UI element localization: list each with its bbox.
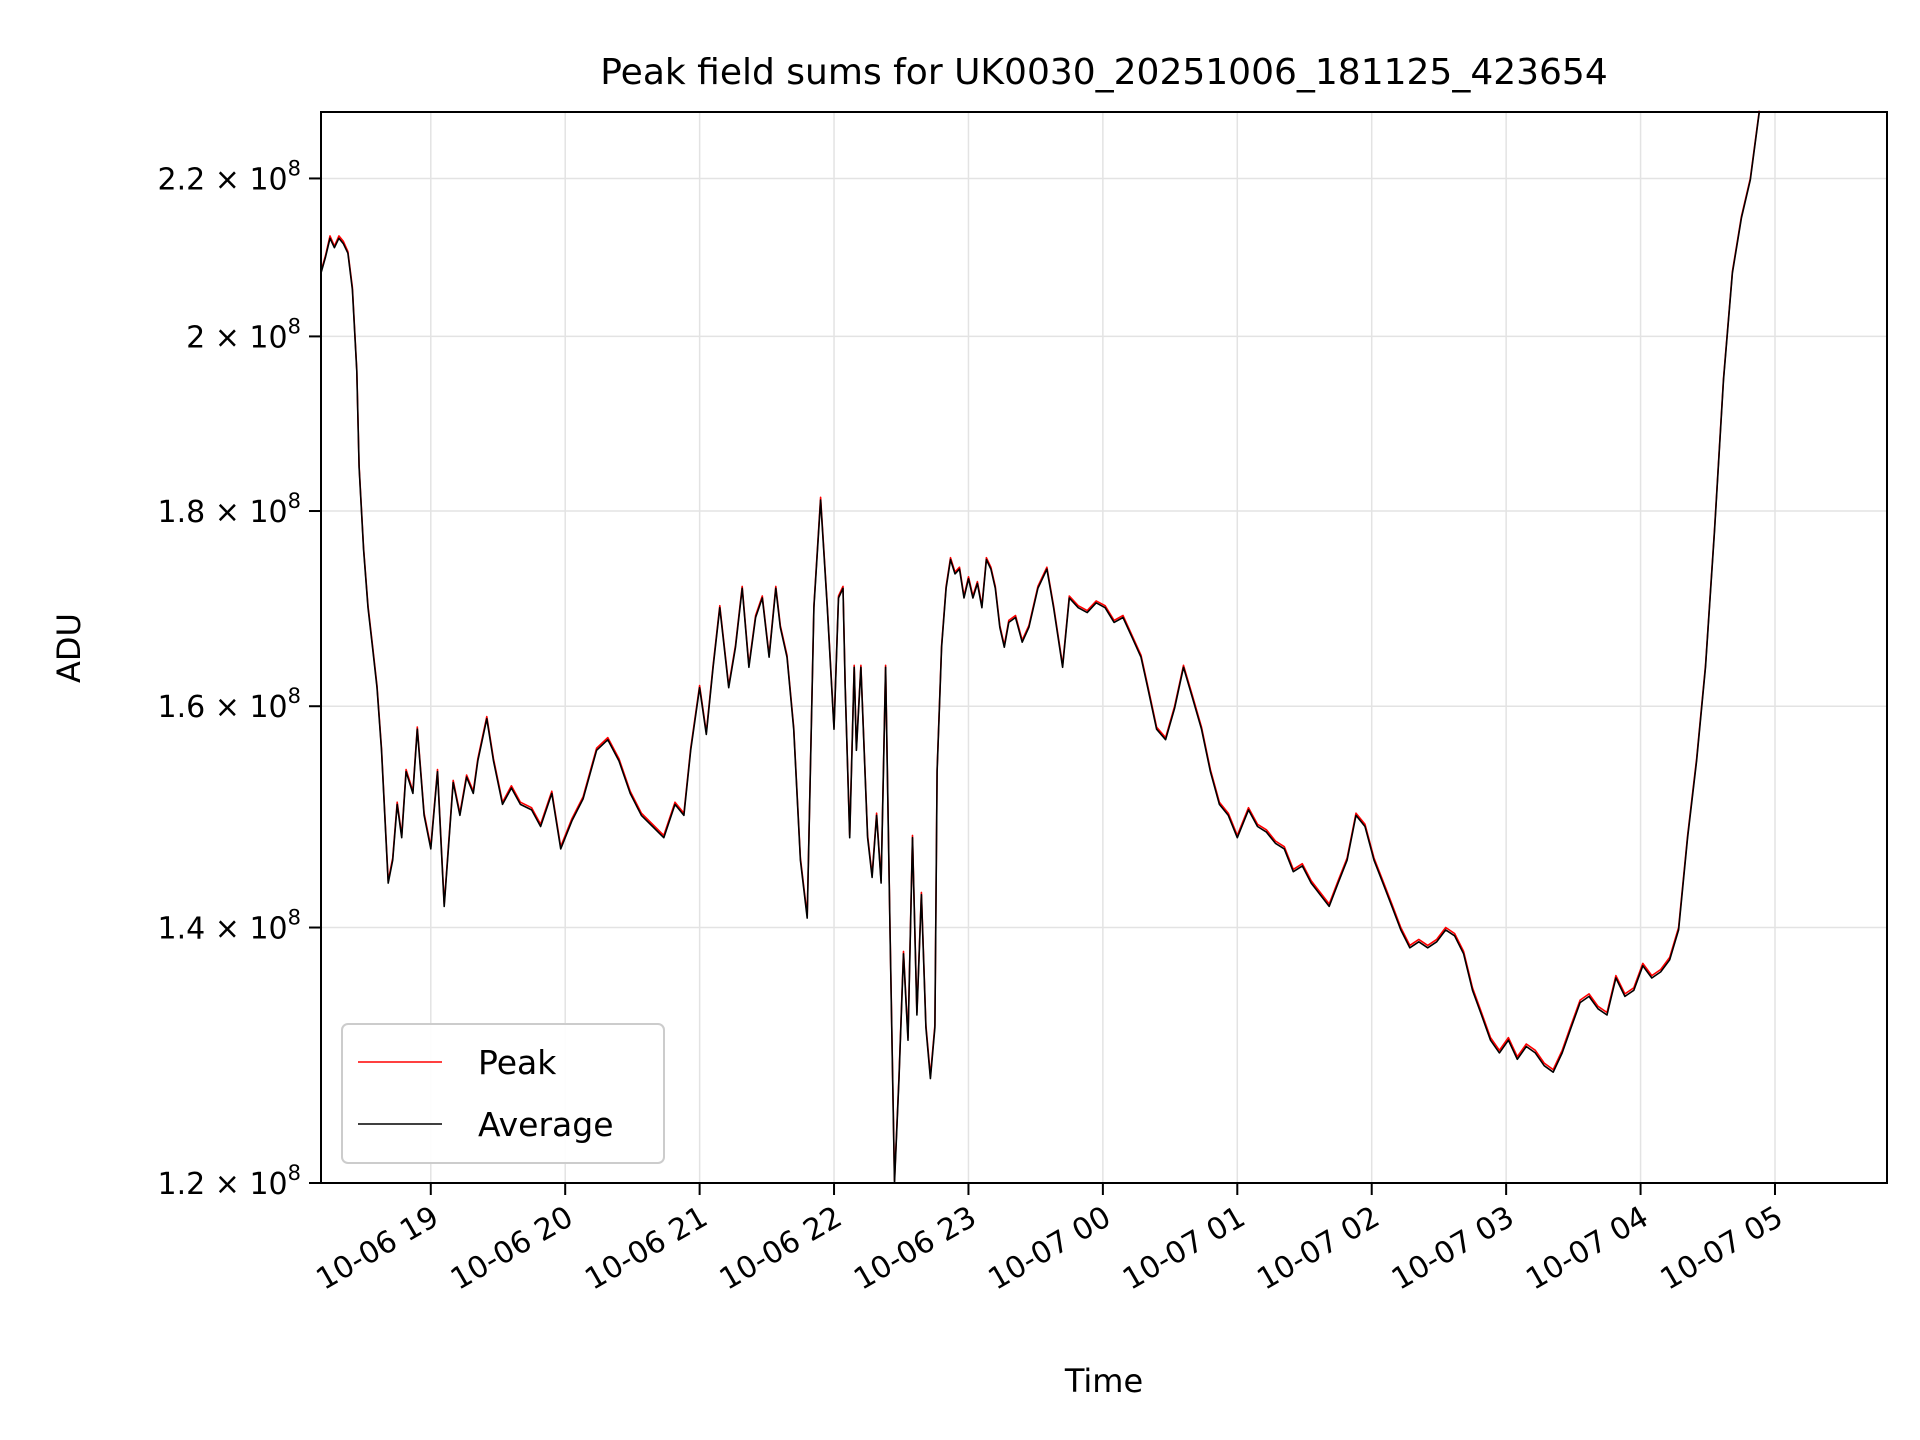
x-tick-label: 10-07 01 [1117,1200,1251,1298]
y-tick-label: 1.2 × 108 [158,1161,301,1202]
x-tick-label: 10-07 02 [1251,1200,1385,1298]
x-tick-label: 10-06 22 [714,1200,848,1298]
x-tick-label: 10-07 05 [1655,1200,1789,1298]
plot-frame [320,111,1888,1184]
y-tick-label: 1.6 × 108 [158,684,301,725]
legend-box [341,1023,665,1164]
x-tick-label: 10-06 20 [445,1200,579,1298]
y-tick-label: 2 × 108 [186,314,301,355]
series-line-peak [320,110,1761,1181]
grid-layer [321,112,1887,1184]
y-axis-label: ADU [50,613,88,683]
legend-label-peak: Peak [478,1043,557,1082]
x-tick-label: 10-07 00 [983,1200,1117,1298]
series-line-average [320,111,1761,1184]
legend: Peak Average [341,1023,665,1164]
y-tick-label: 2.2 × 108 [158,156,301,197]
x-tick-label: 10-06 23 [848,1200,982,1298]
y-tick-label: 1.4 × 108 [158,906,301,947]
x-tick-label: 10-06 21 [579,1200,713,1298]
legend-label-average: Average [478,1105,614,1144]
x-tick-label: 10-07 03 [1386,1200,1520,1298]
y-axis: 1.2 × 108 1.4 × 108 1.6 × 108 1.8 × 108 2 × … [158,156,321,1202]
x-tick-label: 10-06 19 [310,1200,444,1298]
x-tick-label: 10-07 04 [1520,1200,1654,1298]
x-axis: 10-06 19 10-06 20 10-06 21 10-06 22 10-06 23… [310,1183,1789,1297]
x-axis-label: Time [1064,1362,1143,1400]
y-tick-label: 1.8 × 108 [158,489,301,530]
series-layer [320,110,1761,1184]
chart-title: Peak field sums for UK0030_20251006_1811… [600,52,1608,93]
